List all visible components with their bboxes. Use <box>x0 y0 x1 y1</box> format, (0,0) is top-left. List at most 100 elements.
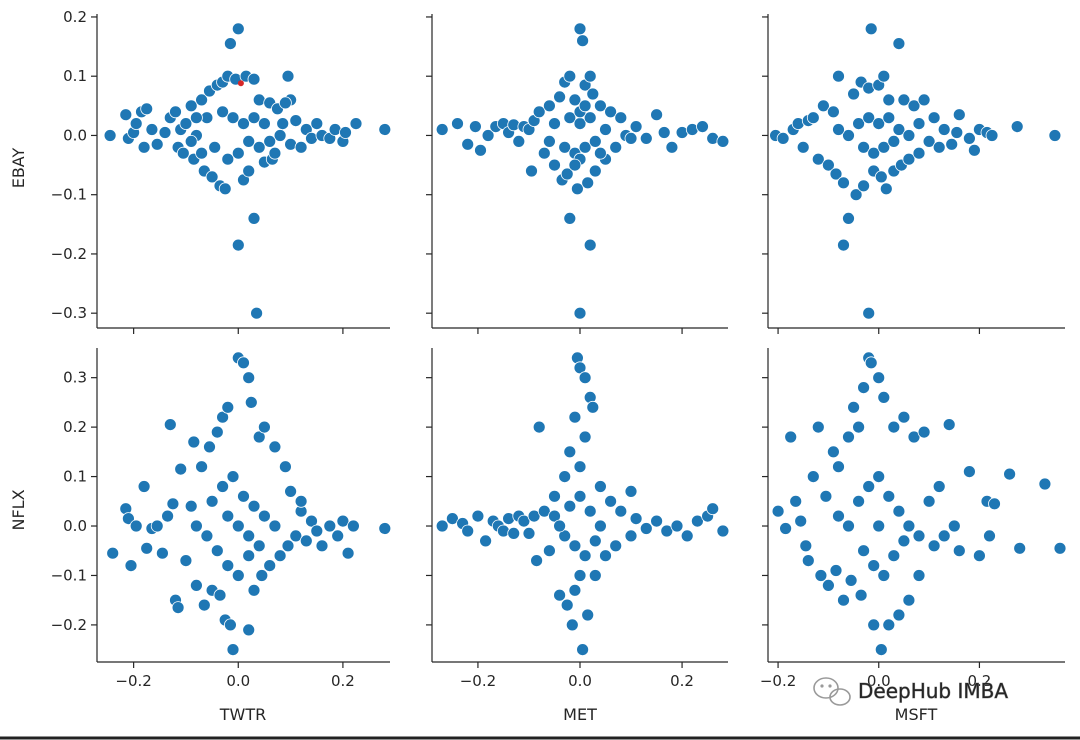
scatter-point <box>680 529 694 543</box>
scatter-point <box>517 514 531 528</box>
scatter-point <box>696 120 709 133</box>
scatter-point <box>1053 541 1067 555</box>
scatter-point <box>331 529 345 543</box>
scatter-point <box>563 111 577 125</box>
points-nflx-vs-met <box>435 351 730 656</box>
scatter-point <box>166 497 180 511</box>
scatter-point <box>336 514 350 528</box>
scatter-point <box>594 99 607 113</box>
scatter-point <box>223 37 237 50</box>
x-tick-label: 0.0 <box>568 672 592 690</box>
scatter-point <box>937 123 951 136</box>
scatter-point <box>897 410 911 424</box>
scatter-point <box>195 93 209 107</box>
scatter-point <box>576 643 589 656</box>
panel-nflx-vs-msft: −0.2 0.0 0.2 <box>760 348 1067 690</box>
scatter-point <box>985 129 999 142</box>
scatter-point <box>242 529 256 543</box>
scatter-point <box>857 544 870 558</box>
scatter-point <box>558 470 572 484</box>
scatter-point <box>512 134 526 148</box>
scatter-point <box>568 583 582 597</box>
scatter-point <box>657 126 671 139</box>
y-tick-label: 0.2 <box>63 418 87 436</box>
y-tick-label: −0.2 <box>51 245 87 263</box>
scatter-point <box>578 140 592 154</box>
scatter-point <box>864 356 878 370</box>
scatter-point <box>583 504 597 518</box>
scatter-point <box>897 534 911 548</box>
scatter-point <box>872 470 886 484</box>
scatter-point <box>882 489 896 503</box>
scatter-point <box>252 140 266 154</box>
scatter-point <box>543 544 556 558</box>
scatter-point <box>221 559 235 572</box>
scatter-point <box>827 105 840 119</box>
scatter-point <box>140 541 154 555</box>
scatter-point <box>158 126 172 139</box>
scatter-point <box>568 93 582 107</box>
scatter-point <box>912 146 926 160</box>
scatter-point <box>553 519 566 533</box>
scatter-point <box>862 111 876 125</box>
scatter-point <box>553 588 566 602</box>
scatter-point <box>837 238 850 252</box>
scatter-point <box>829 564 843 577</box>
scatter-point <box>161 509 175 523</box>
scatter-point <box>237 489 250 503</box>
scatter-point <box>247 499 261 513</box>
scatter-point <box>1048 129 1062 142</box>
scatter-point <box>558 140 572 154</box>
scatter-point <box>548 158 561 172</box>
scatter-point <box>857 140 870 154</box>
x-tick-label: 0.2 <box>331 672 355 690</box>
scatter-point <box>799 539 813 553</box>
scatter-point <box>563 499 577 513</box>
scatter-point <box>573 306 587 320</box>
scatter-point <box>872 519 886 533</box>
y-tick-label: 0.1 <box>63 468 87 486</box>
scatter-point <box>811 420 825 434</box>
scatter-point <box>479 534 493 548</box>
scatter-point <box>872 371 886 385</box>
scatter-point <box>560 598 574 612</box>
points-nflx-vs-msft <box>771 351 1067 656</box>
scatter-point <box>548 117 561 130</box>
scatter-point <box>922 494 936 508</box>
scatter-point <box>378 522 392 535</box>
scatter-point <box>779 522 792 535</box>
scatter-point <box>242 134 256 148</box>
y-axis-label-ebay: EBAY <box>9 147 28 188</box>
scatter-point <box>255 569 269 582</box>
scatter-point <box>189 519 203 533</box>
scatter-point <box>847 87 860 101</box>
scatter-point <box>571 182 584 196</box>
scatter-point <box>854 588 868 602</box>
scatter-point <box>247 111 261 125</box>
scatter-point <box>560 167 574 181</box>
scatter-point <box>968 143 981 157</box>
y-tick-label: 0.0 <box>63 517 87 535</box>
scatter-point <box>832 69 845 83</box>
scatter-point <box>857 381 870 395</box>
scatter-point <box>216 480 230 493</box>
scatter-point <box>163 418 177 432</box>
scatter-point <box>205 494 219 508</box>
scatter-point <box>867 146 881 160</box>
scatter-point <box>937 529 951 543</box>
scatter-point <box>339 126 352 139</box>
panel-nflx-vs-met: −0.2 0.0 0.2 <box>426 348 730 690</box>
y-tick-label: 0.1 <box>63 67 87 85</box>
scatter-point <box>912 529 926 543</box>
scatter-point <box>578 430 592 444</box>
scatter-point <box>1038 477 1052 491</box>
scatter-point <box>548 489 561 503</box>
scatter-point <box>299 534 313 548</box>
scatter-point <box>247 72 261 86</box>
points-ebay-vs-msft <box>769 22 1062 320</box>
scatter-point <box>1003 467 1016 481</box>
scatter-point <box>121 512 135 525</box>
scatter-point <box>822 158 835 172</box>
scatter-point <box>221 509 235 523</box>
scatter-point <box>573 22 587 36</box>
